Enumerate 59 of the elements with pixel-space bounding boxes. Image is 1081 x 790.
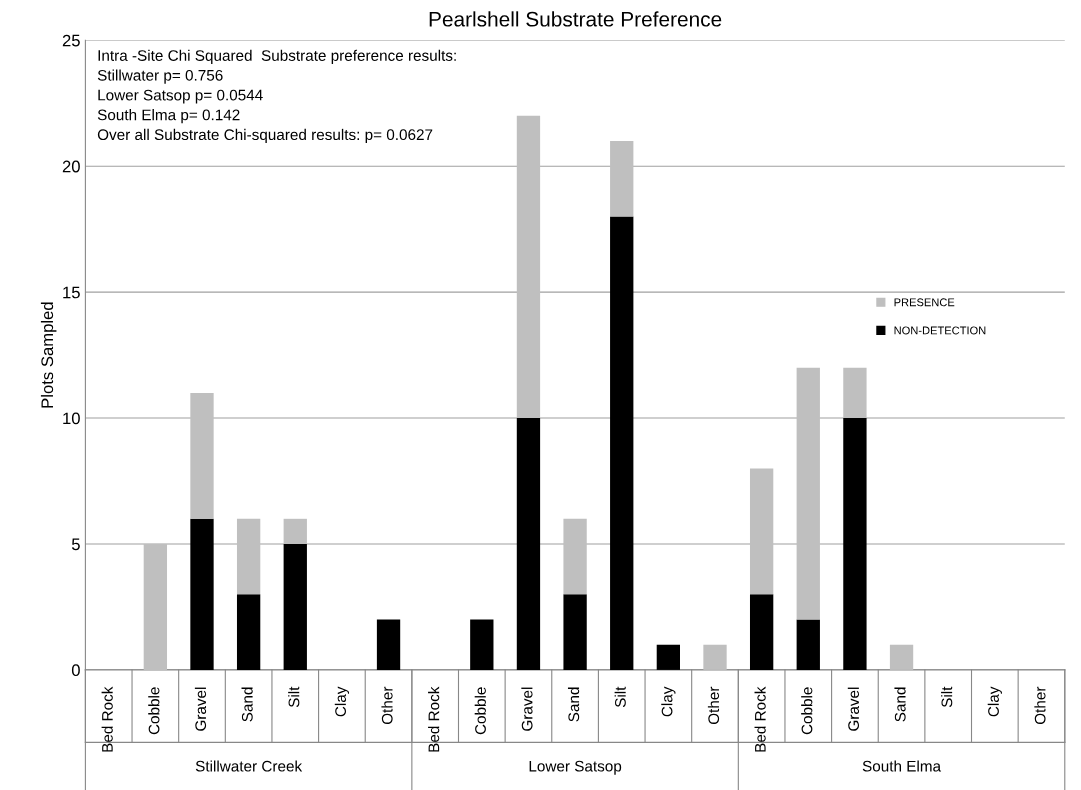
bar xyxy=(889,644,914,670)
x-tick-label: Gravel xyxy=(847,687,860,731)
bar xyxy=(843,367,867,419)
x-tick-label: Gravel xyxy=(521,687,533,731)
bar xyxy=(703,644,727,670)
bar xyxy=(516,115,541,419)
bar xyxy=(843,418,867,670)
y-tick-label: 20 xyxy=(62,160,80,173)
bar xyxy=(610,216,634,670)
bar xyxy=(796,367,820,620)
y-axis-title: Plots Sampled xyxy=(40,302,57,408)
legend-label: PRESENCE xyxy=(894,298,955,307)
y-tick-label: 10 xyxy=(63,412,80,425)
y-tick-label: 25 xyxy=(62,34,80,47)
bar xyxy=(190,392,214,519)
x-tick-label: Sand xyxy=(567,687,580,722)
text: Lower Satsop xyxy=(529,760,622,775)
x-tick-label: Sand xyxy=(894,687,906,722)
bar xyxy=(470,619,494,670)
y-tick-label: 0 xyxy=(71,664,80,677)
x-tick-label: Gravel xyxy=(194,687,207,731)
y-tick-label: 15 xyxy=(63,286,80,299)
bar xyxy=(796,619,820,670)
bar xyxy=(749,594,774,670)
bar xyxy=(190,518,214,670)
x-tick-label: Silt xyxy=(941,686,953,708)
bar xyxy=(563,518,587,595)
x-tick-label: Silt xyxy=(288,686,300,708)
x-tick-label: Bed Rock xyxy=(101,686,113,752)
x-tick-label: Bed Rock xyxy=(428,686,440,752)
x-tick-label: Cobble xyxy=(474,687,486,735)
x-tick-label: Other xyxy=(1034,686,1046,725)
bar xyxy=(516,418,541,670)
bar xyxy=(610,141,634,217)
x-tick-label: Bed Rock xyxy=(754,686,766,752)
x-tick-label: Cobble xyxy=(148,687,160,735)
chart-title: Pearlshell Substrate Preference xyxy=(429,11,722,27)
x-tick-label: Other xyxy=(381,686,393,725)
legend-label: NON-DETECTION xyxy=(894,326,986,335)
annotation: Intra -Site Chi Squared Substrate preference results: Stillwater p= 0.756 Lower Satsop p= 0.0544 South Elma p= 0.142 Over all Substrate Chi-squared results: p= 0.0627 xyxy=(97,49,456,144)
x-tick-label: Cobble xyxy=(801,687,813,735)
bar xyxy=(376,619,401,670)
x-tick-label: Silt xyxy=(614,686,626,708)
x-tick-label: Clay xyxy=(987,686,1002,717)
y-tick-label: 5 xyxy=(71,538,80,551)
text: South Elma xyxy=(862,760,942,772)
bar xyxy=(236,594,261,670)
x-tick-label: Sand xyxy=(241,687,253,722)
bar xyxy=(143,543,168,670)
text: Stillwater Creek xyxy=(195,760,303,772)
x-tick-label: Other xyxy=(707,686,720,725)
bar xyxy=(749,468,774,595)
bar xyxy=(283,543,307,670)
x-tick-label: Clay xyxy=(661,686,676,717)
bar xyxy=(283,518,307,544)
x-tick-label: Clay xyxy=(334,686,350,717)
bar xyxy=(236,518,261,595)
bar xyxy=(563,594,587,670)
bar xyxy=(656,644,681,670)
